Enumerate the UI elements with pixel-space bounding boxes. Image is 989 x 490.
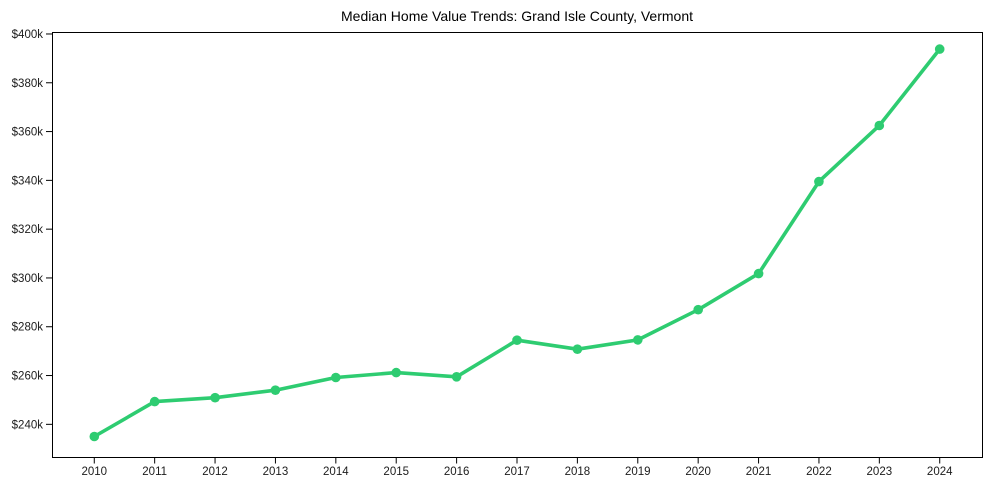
plot-border	[52, 32, 983, 458]
x-tick-label: 2023	[867, 466, 893, 478]
data-point-marker	[270, 385, 281, 396]
data-point-marker	[391, 367, 402, 378]
data-point-marker	[512, 335, 522, 346]
x-tick-label: 2021	[746, 466, 772, 478]
x-tick-label: 2024	[927, 466, 953, 478]
data-point-marker	[331, 372, 341, 383]
y-tick-label: $320k	[12, 224, 44, 236]
data-point-marker	[451, 372, 462, 382]
x-tick-label: 2015	[383, 466, 409, 478]
y-tick-label: $280k	[12, 322, 44, 334]
x-tick-label: 2020	[685, 466, 711, 478]
data-point-marker	[874, 120, 885, 131]
data-point-marker	[89, 431, 100, 442]
y-tick-label: $380k	[12, 78, 44, 90]
y-tick-label: $240k	[12, 419, 44, 431]
data-point-marker	[149, 396, 160, 407]
x-tick-label: 2018	[565, 466, 591, 478]
data-point-marker	[633, 335, 643, 345]
data-point-marker	[753, 268, 764, 279]
y-axis: $240k $260k $280k $300k $320k $340k $360k $380k…	[12, 29, 53, 431]
data-point-marker	[572, 344, 583, 355]
chart-title: Median Home Value Trends: Grand Isle Cou…	[341, 8, 693, 24]
x-tick-label: 2022	[806, 466, 832, 478]
y-tick-label: $300k	[12, 273, 44, 285]
x-tick-label: 2017	[504, 466, 530, 478]
data-point-marker	[934, 44, 945, 54]
x-tick-label: 2016	[444, 466, 470, 478]
x-tick-label: 2012	[202, 466, 228, 478]
y-tick-label: $340k	[12, 175, 44, 187]
y-tick-label: $260k	[12, 371, 44, 383]
y-tick-label: $400k	[12, 29, 44, 41]
data-point-marker	[814, 176, 824, 187]
data-point-marker	[210, 392, 220, 403]
series-layer	[89, 44, 945, 442]
y-tick-label: $360k	[12, 127, 44, 139]
trend-line	[92, 47, 942, 439]
plot-frame	[52, 32, 983, 458]
x-tick-label: 2019	[625, 466, 651, 478]
x-tick-label: 2011	[142, 466, 167, 478]
x-axis: 2010 2011 2012 2013 2014 2015 2016 2017 2018 2019…	[81, 457, 953, 478]
x-tick-label: 2013	[263, 466, 289, 478]
x-tick-label: 2010	[81, 466, 107, 478]
data-point-marker	[693, 304, 703, 315]
x-tick-label: 2014	[323, 466, 349, 478]
